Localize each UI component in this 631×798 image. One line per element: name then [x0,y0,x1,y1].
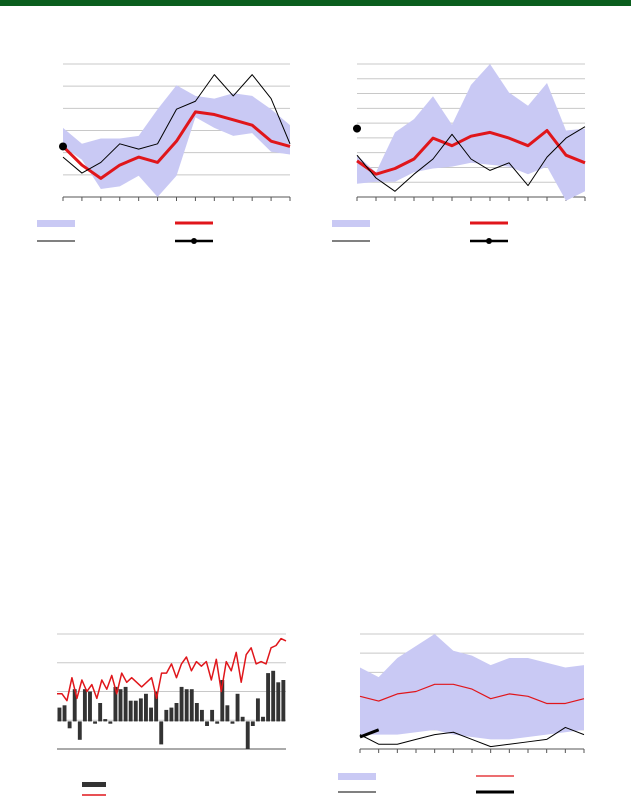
data-bar [154,691,159,722]
data-bar [255,698,260,722]
data-bar [128,700,133,722]
legend-marker-dot [191,238,197,244]
data-bar [62,705,67,722]
data-bar [88,691,92,722]
data-bar [261,716,265,722]
data-bar [230,721,235,724]
data-bar [189,689,194,722]
data-bar [215,721,220,724]
chart-top-right [332,63,586,244]
legend [82,782,106,796]
data-bar [82,689,87,722]
legend-band-swatch [37,220,75,227]
data-bar [240,716,245,722]
chart-bottom-right [338,633,585,794]
data-bar [235,693,240,722]
legend-marker-dot [486,238,492,244]
data-bar [266,673,271,722]
header-bar [0,0,631,6]
data-bar [271,670,276,722]
red-series-line [57,637,287,702]
data-bar [72,689,77,722]
legend-band-swatch [338,773,376,780]
data-bar [205,721,209,726]
data-bar [199,709,204,722]
data-bar [194,703,199,722]
legend-entry [175,238,213,244]
legend-entry [470,238,508,244]
data-bar [93,721,98,724]
data-bar [159,721,164,745]
data-bar [220,680,225,722]
range-band [360,634,584,740]
data-bar [144,693,148,722]
mean-series-line [356,129,586,176]
range-band [357,64,585,201]
data-bar [103,719,108,722]
data-bar [123,686,128,722]
data-bar [210,709,215,722]
actual-series-line [62,74,291,174]
legend-bar-swatch [82,782,106,787]
data-bar [250,721,255,726]
data-bar [164,709,169,722]
data-bar [245,721,250,749]
chart-bottom-left [57,633,287,796]
actual-series-line [359,726,585,748]
legend-band-swatch [332,220,370,227]
data-bar [138,698,143,722]
data-bar [184,689,189,722]
chart-top-left [37,63,291,244]
mean-series-line [359,683,585,705]
data-bar [169,707,174,722]
data-bar [108,721,113,724]
data-bar [98,703,103,722]
start-marker-dot [59,142,67,151]
data-bar [77,721,82,740]
data-bar [174,703,179,722]
data-bar [133,700,138,722]
legend-entry [332,220,370,227]
legend-entry [338,773,376,780]
actual-series-line [356,126,586,192]
data-bar [118,689,123,722]
data-bar [67,721,72,729]
data-bar [225,705,230,722]
data-bar [179,686,184,722]
data-bar [149,707,153,722]
history-segment [359,728,380,739]
data-bar [113,686,118,722]
data-bar [57,707,62,722]
mean-series-line [61,110,291,180]
data-bar [281,680,286,722]
legend-entry [37,220,75,227]
data-bar [276,682,281,722]
start-marker-dot [353,124,361,133]
